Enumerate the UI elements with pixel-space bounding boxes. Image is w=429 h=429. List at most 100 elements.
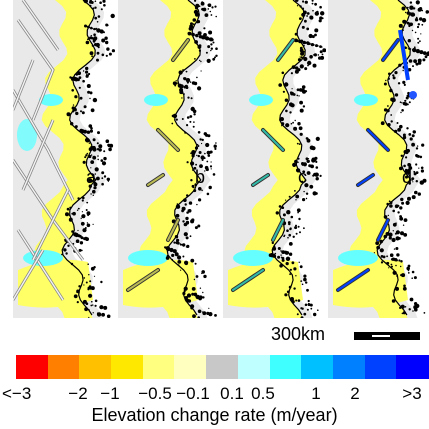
coast-speckle [78,234,82,238]
coast-speckle [197,131,201,134]
colorbar-tick-label: >3 [402,384,422,403]
coast-speckle [188,26,193,31]
coast-speckle [425,10,429,14]
coast-speckle [313,172,317,177]
coast-speckle [85,66,89,71]
coast-speckle [190,258,195,263]
coast-speckle [304,67,308,71]
coast-speckle [94,173,97,175]
coast-speckle [309,15,314,20]
map-panel-a: a [13,0,116,318]
coast-speckle [412,65,414,68]
panel-label-a: a [86,167,97,187]
coast-speckle [420,169,424,173]
coast-speckle [313,191,316,194]
coast-speckle [78,71,81,75]
coast-speckle [306,159,310,163]
coast-speckle [191,292,195,296]
coast-speckle [321,12,324,15]
coast-speckle [204,165,209,170]
coast-speckle [215,142,217,144]
coast-speckle [411,179,414,181]
coast-speckle [373,252,375,254]
coast-speckle [211,6,214,9]
track-line [272,219,284,241]
coast-speckle [85,281,88,284]
coast-speckle [416,154,420,158]
coast-speckle [193,81,198,86]
coast-speckle [83,277,86,279]
coast-speckle [306,15,308,17]
coast-speckle [93,33,96,36]
coast-speckle [190,106,195,112]
coast-speckle [94,43,98,47]
coast-speckle [295,199,297,201]
coast-speckle [291,261,295,265]
coast-speckle [288,233,292,237]
coast-speckle [299,100,303,105]
coast-speckle [420,33,422,35]
coast-speckle [295,194,300,199]
coast-speckle [412,47,417,53]
coast-speckle [383,108,388,112]
coast-speckle [81,111,85,115]
coast-speckle [175,80,177,82]
coast-speckle [102,314,105,316]
coast-speckle [407,39,411,43]
coast-speckle [417,37,420,40]
gridded-track-inner [13,249,44,301]
coast-speckle [282,90,285,93]
lake [233,250,273,266]
coast-speckle [87,214,89,217]
coast-speckle [413,305,418,310]
coast-speckle [407,163,411,167]
coast-speckle [200,165,203,168]
coast-speckle [97,46,100,49]
coast-speckle [97,15,101,18]
coast-speckle [103,175,107,178]
colorbar [16,355,429,379]
coast-speckle [106,314,111,318]
coast-speckle [93,275,96,277]
coast-speckle [306,138,311,143]
coast-speckle [295,0,299,2]
coast-speckle [309,303,313,307]
coast-speckle [203,27,206,30]
coast-speckle [406,21,410,25]
coast-speckle [172,81,177,86]
coast-speckle [299,56,301,58]
coast-speckle [415,163,418,166]
coast-speckle [214,56,216,59]
coast-speckle [317,309,319,312]
coast-speckle [286,210,291,215]
coast-speckle [194,226,198,230]
coast-speckle [185,78,191,83]
coast-speckle [401,109,404,112]
coast-speckle [284,82,289,87]
coast-speckle [288,252,293,256]
coast-speckle [198,198,202,202]
coast-speckle [392,74,395,77]
coast-speckle [177,255,182,260]
coast-speckle [282,213,286,217]
coast-speckle [402,135,407,140]
coast-speckle [201,1,204,4]
coast-speckle [89,129,93,133]
coast-speckle [401,273,406,278]
coast-speckle [78,86,81,89]
coast-speckle [297,161,299,163]
coast-speckle [408,59,413,63]
coast-speckle [301,180,304,183]
coast-speckle [281,71,285,75]
coast-speckle [407,196,411,201]
coast-speckle [99,305,104,310]
coast-speckle [173,241,176,244]
coast-speckle [395,264,397,267]
coast-speckle [417,41,420,44]
coast-speckle [96,21,99,23]
coast-speckle [406,148,410,153]
coast-speckle [305,157,309,161]
coast-speckle [171,253,175,257]
coast-speckle [422,51,427,55]
map-panel-d: d [328,0,429,318]
